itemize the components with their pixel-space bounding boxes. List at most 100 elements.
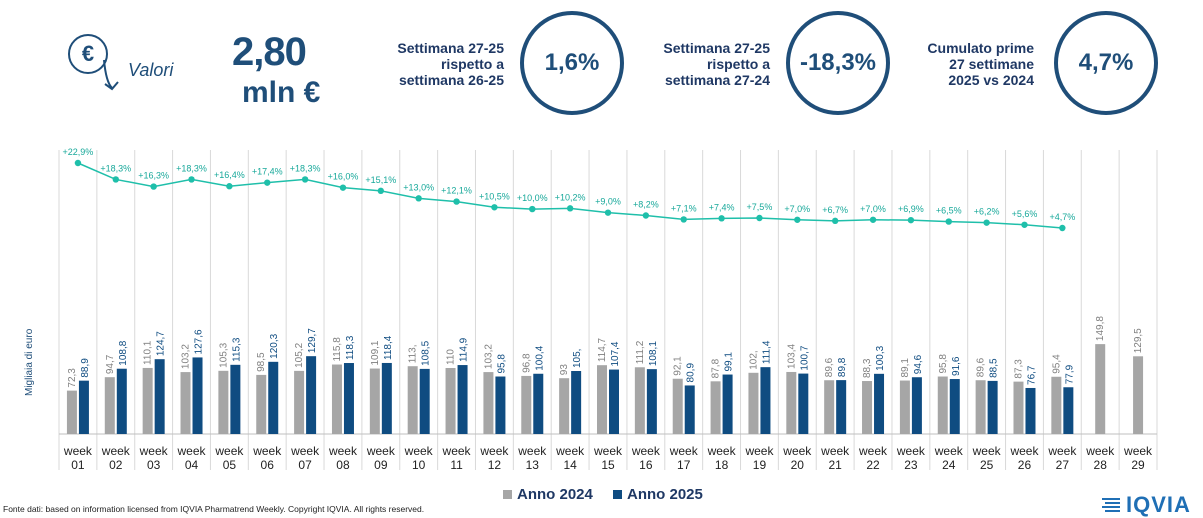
bar-label-2024: 110,1	[143, 340, 154, 365]
x-tick-label: week 02	[101, 444, 131, 472]
bar-label-2025: 118,3	[345, 335, 356, 360]
legend-2024: Anno 2024	[503, 486, 593, 503]
bar-label-2024: 96,8	[521, 353, 532, 373]
bar-label-2025: 129,7	[307, 328, 318, 353]
bar-2024	[634, 367, 645, 434]
x-tick-label: week 25	[972, 444, 1002, 472]
bar-label-2024: 111,2	[635, 340, 646, 364]
growth-label: +8,2%	[633, 200, 659, 210]
iqvia-logo-icon	[1102, 498, 1120, 512]
growth-label: +7,1%	[671, 203, 697, 213]
bar-2024	[180, 372, 191, 434]
valori-label: Valori	[128, 60, 174, 80]
growth-point	[188, 176, 195, 183]
bar-label-2024: 88,3	[862, 358, 873, 378]
growth-point	[491, 204, 498, 211]
growth-point	[529, 205, 536, 213]
bar-label-2024: 149,8	[1095, 316, 1106, 341]
bar-label-2025: 105,	[572, 349, 583, 368]
x-tick-label: week 17	[669, 444, 699, 472]
growth-point	[869, 216, 877, 223]
bar-2025	[343, 363, 354, 434]
growth-point	[1059, 224, 1066, 232]
bar-2024	[104, 377, 115, 434]
bar-label-2024: 72,3	[67, 368, 78, 388]
x-tick-label: week 19	[744, 444, 774, 472]
bar-label-2025: 124,7	[156, 331, 167, 356]
bar-label-2025: 100,3	[875, 345, 886, 370]
bar-2025	[230, 364, 241, 434]
growth-point	[642, 212, 650, 219]
bar-label-2025: 120,3	[269, 333, 280, 358]
bar-2025	[1025, 387, 1036, 434]
bar-2025	[268, 361, 279, 434]
bar-label-2025: 114,9	[459, 337, 470, 362]
growth-point	[945, 218, 952, 225]
growth-label: +7,0%	[860, 204, 886, 214]
bar-label-2024: 103,2	[483, 344, 494, 369]
bar-2024	[786, 371, 797, 434]
growth-point	[377, 187, 385, 195]
bar-label-2024: 93	[559, 364, 570, 376]
legend-swatch-2025	[613, 490, 622, 499]
bar-2025	[116, 368, 127, 434]
x-tick-label: week 29	[1123, 444, 1153, 472]
growth-label: +12,1%	[441, 186, 472, 196]
bar-2025	[684, 385, 695, 434]
bar-label-2024: 94,7	[105, 354, 116, 374]
bar-label-2025: 108,8	[118, 340, 129, 365]
x-tick-label: week 20	[782, 444, 812, 472]
kpi-2-label: Settimana 27-25 rispetto a settimana 27-…	[650, 40, 770, 88]
bar-label-2025: 127,6	[194, 329, 205, 354]
bar-2024	[1133, 356, 1144, 434]
bar-label-2024: 87,8	[711, 358, 722, 378]
bar-label-2024: 129,5	[1133, 328, 1144, 353]
kpi-2-line-1: Settimana 27-25	[663, 40, 770, 56]
bar-2024	[1095, 344, 1106, 434]
total-unit: mln €	[242, 76, 321, 109]
growth-point	[794, 216, 801, 223]
growth-point	[74, 159, 82, 167]
x-tick-label: week 24	[934, 444, 964, 472]
bar-label-2025: 77,9	[1064, 364, 1075, 384]
bar-label-2025: 100,4	[534, 345, 545, 370]
growth-label: +5,6%	[1012, 209, 1038, 219]
x-tick-label: week 12	[479, 444, 509, 472]
bar-label-2024: 89,6	[976, 357, 987, 377]
bar-2024	[937, 376, 948, 434]
kpi-3-line-3: 2025 vs 2024	[948, 72, 1034, 88]
growth-label: +18,3%	[100, 163, 131, 173]
x-tick-label: week 23	[896, 444, 926, 472]
bar-label-2025: 118,4	[383, 335, 394, 360]
growth-point	[339, 184, 347, 191]
growth-point	[907, 216, 915, 224]
bar-label-2024: 89,6	[824, 357, 835, 377]
kpi-1-label: Settimana 27-25 rispetto a settimana 26-…	[384, 40, 504, 88]
bar-2025	[192, 357, 203, 434]
growth-point	[756, 214, 763, 222]
bar-2024	[748, 372, 759, 434]
bar-2025	[457, 365, 468, 434]
growth-point	[604, 209, 612, 216]
growth-label: +10,0%	[517, 193, 548, 203]
x-tick-label: week 22	[858, 444, 888, 472]
bar-2024	[256, 374, 267, 434]
bar-label-2025: 80,9	[686, 363, 697, 383]
bar-2024	[294, 370, 305, 434]
bar-label-2024: 105,3	[218, 342, 229, 367]
growth-label: +10,5%	[479, 191, 510, 201]
bar-label-2025: 99,1	[724, 352, 735, 372]
bar-label-2024: 89,1	[900, 358, 911, 378]
bar-label-2024: 102,	[748, 350, 759, 369]
x-tick-label: week 13	[517, 444, 547, 472]
bar-2024	[862, 381, 873, 434]
bar-2024	[824, 380, 835, 434]
bar-2025	[722, 374, 733, 434]
bar-2024	[975, 380, 986, 434]
growth-label: +16,0%	[328, 172, 359, 182]
growth-point	[415, 195, 422, 202]
bar-2024	[672, 378, 683, 434]
growth-label: +13,0%	[403, 182, 434, 192]
growth-point	[226, 183, 233, 190]
bar-2024	[218, 370, 229, 434]
